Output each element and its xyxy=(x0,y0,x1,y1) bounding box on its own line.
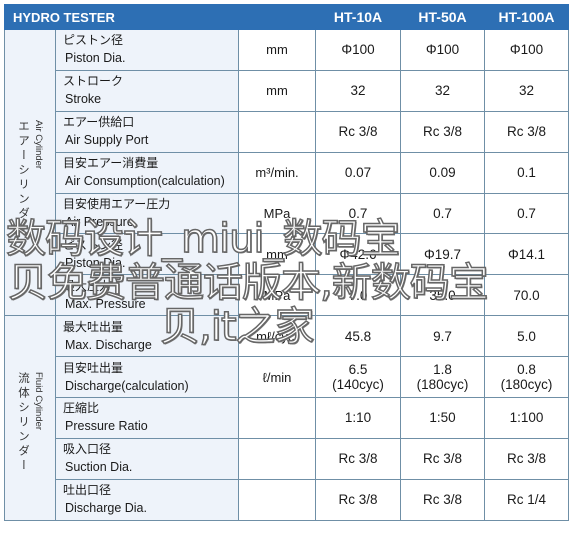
value-cell: Rc 3/8 xyxy=(315,478,402,521)
group-label-en: Fluid Cylinder xyxy=(33,372,44,431)
value-cell: Φ42.6 xyxy=(315,233,402,276)
value-cell: 0.09 xyxy=(400,151,486,194)
value-cell: 32 xyxy=(315,69,402,112)
unit-cell xyxy=(237,478,317,521)
value-cell: 0.07 xyxy=(315,151,402,194)
value-cell: 1:100 xyxy=(484,397,570,439)
unit-cell: mm xyxy=(237,29,317,71)
value-cell: 45.8 xyxy=(315,315,402,358)
value-cell: Rc 3/8 xyxy=(484,110,570,153)
value-cell: 1:50 xyxy=(400,397,486,439)
table-row: エアーシリンダー Air Cylinder ピストン径 Piston Dia. m… xyxy=(4,28,570,317)
item-label: 最大圧力 Max. Pressure xyxy=(55,274,239,317)
group-fluid-cylinder: 流体シリンダー Fluid Cylinder xyxy=(4,315,56,521)
unit-cell: mm xyxy=(237,69,317,112)
brand-title: HYDRO TESTER xyxy=(3,4,317,30)
table-row: 目安エアー消費量 Air Consumption(calculation) m³/… xyxy=(5,151,570,194)
value-cell: 5.0 xyxy=(484,315,570,358)
value-cell: Φ100 xyxy=(484,29,570,71)
group-label-jp: エアーシリンダー xyxy=(17,119,31,236)
group-air-cylinder: エアーシリンダー Air Cylinder xyxy=(4,28,56,317)
item-label: 目安使用エアー圧力 Air Pressure xyxy=(55,192,239,235)
item-label: 吸入口径 Suction Dia. xyxy=(55,437,239,480)
value-cell: 0.7 xyxy=(400,192,486,235)
value-cell: 70.0 xyxy=(484,274,570,317)
unit-cell: m³/min. xyxy=(237,151,317,194)
value-cell: Rc 3/8 xyxy=(400,478,486,521)
value-cell: 6.5 (140cyc) xyxy=(315,356,402,399)
model-header: HT-100A xyxy=(484,4,570,30)
unit-cell xyxy=(237,110,317,153)
value-cell: Rc 3/8 xyxy=(400,437,486,480)
group-label-jp: 流体シリンダー xyxy=(17,372,31,474)
table-row: ストローク Stroke mm 32 32 32 xyxy=(5,69,570,112)
value-cell: Rc 1/4 xyxy=(484,478,570,521)
model-header: HT-10A xyxy=(315,4,402,30)
model-header: HT-50A xyxy=(400,4,486,30)
table-row: 吐出口径 Discharge Dia. Rc 3/8 Rc 3/8 Rc 1/4 xyxy=(5,478,570,521)
table-row: 目安吐出量 Discharge(calculation) ℓ/min 6.5 (14… xyxy=(5,356,570,399)
item-label: 圧縮比 Pressure Ratio xyxy=(55,397,239,439)
unit-cell: ℓ/min xyxy=(237,356,317,399)
item-label: 吐出口径 Discharge Dia. xyxy=(55,478,239,521)
item-label: ピストン径 Piston Dia. xyxy=(55,29,239,71)
table-row: 最大圧力 Max. Pressure MPa 7.0 35.0 70.0 xyxy=(5,274,570,317)
value-cell: 32 xyxy=(484,69,570,112)
unit-cell: MPa xyxy=(237,192,317,235)
value-cell: Φ19.7 xyxy=(400,233,486,276)
value-cell: 0.1 xyxy=(484,151,570,194)
item-label: エアー供給口 Air Supply Port xyxy=(55,110,239,153)
value-cell: 0.7 xyxy=(484,192,570,235)
unit-cell: mm xyxy=(237,233,317,276)
value-cell: 1:10 xyxy=(315,397,402,439)
value-cell: Rc 3/8 xyxy=(484,437,570,480)
unit-cell xyxy=(237,397,317,439)
value-cell: 32 xyxy=(400,69,486,112)
item-label: 目安吐出量 Discharge(calculation) xyxy=(55,356,239,399)
value-cell: Φ100 xyxy=(400,29,486,71)
table-row: ピストン径 Piston Dia. mm Φ42.6 Φ19.7 Φ14.1 xyxy=(5,233,570,276)
value-cell: 0.7 xyxy=(315,192,402,235)
table-row: 吸入口径 Suction Dia. Rc 3/8 Rc 3/8 Rc 3/8 xyxy=(5,437,570,480)
value-cell: Rc 3/8 xyxy=(315,437,402,480)
value-cell: Φ100 xyxy=(315,29,402,71)
item-label: 目安エアー消費量 Air Consumption(calculation) xyxy=(55,151,239,194)
table-row: 圧縮比 Pressure Ratio 1:10 1:50 1:100 xyxy=(5,397,570,439)
item-label: ストローク Stroke xyxy=(55,69,239,112)
unit-cell xyxy=(237,437,317,480)
item-label: ピストン径 Piston Dia. xyxy=(55,233,239,276)
value-cell: Φ14.1 xyxy=(484,233,570,276)
value-cell: 1.8 (180cyc) xyxy=(400,356,486,399)
item-label: 最大吐出量 Max. Discharge xyxy=(55,315,239,358)
spec-table: HYDRO TESTER HT-10A HT-50A HT-100A エアーシリ… xyxy=(3,4,570,521)
value-cell: 35.0 xyxy=(400,274,486,317)
value-cell: 0.8 (180cyc) xyxy=(484,356,570,399)
table-row: 目安使用エアー圧力 Air Pressure MPa 0.7 0.7 0.7 xyxy=(5,192,570,235)
table-row: エアー供給口 Air Supply Port Rc 3/8 Rc 3/8 Rc 3… xyxy=(5,110,570,153)
group-label-en: Air Cylinder xyxy=(33,119,44,169)
table-row: 流体シリンダー Fluid Cylinder 最大吐出量 Max. Dischar… xyxy=(4,315,570,521)
unit-cell: MPa xyxy=(237,274,317,317)
unit-cell: mℓ/cyc. xyxy=(237,315,317,358)
value-cell: Rc 3/8 xyxy=(400,110,486,153)
header-row: HYDRO TESTER HT-10A HT-50A HT-100A xyxy=(3,4,570,30)
value-cell: 9.7 xyxy=(400,315,486,358)
value-cell: 7.0 xyxy=(315,274,402,317)
value-cell: Rc 3/8 xyxy=(315,110,402,153)
